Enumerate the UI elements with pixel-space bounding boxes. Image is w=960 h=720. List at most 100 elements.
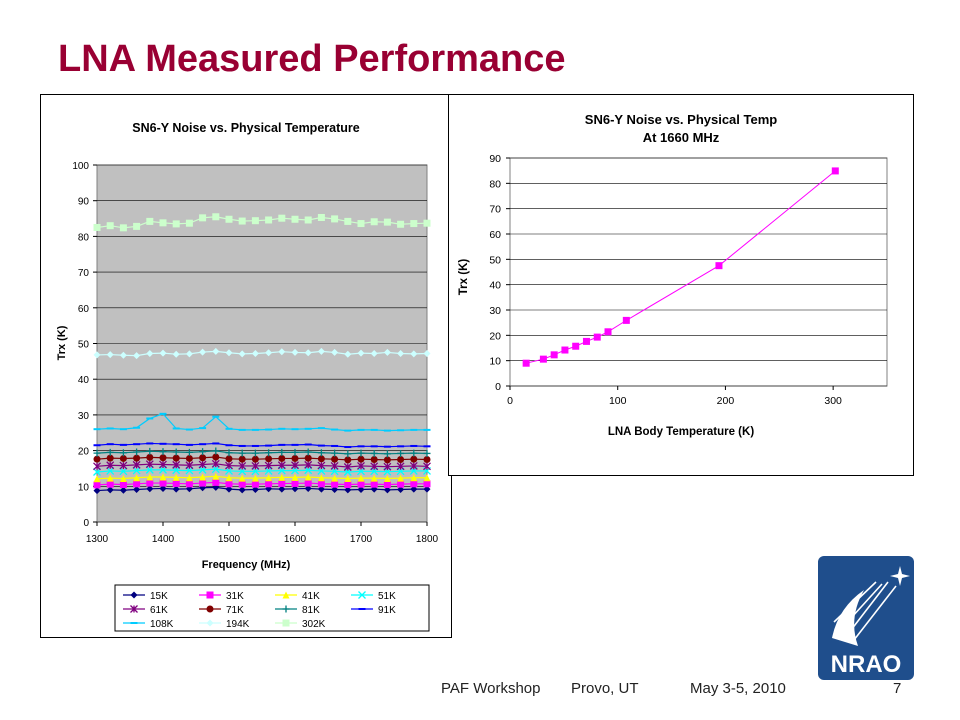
- data-point: [199, 473, 207, 481]
- series-194K: [93, 347, 431, 360]
- data-point: [238, 217, 246, 225]
- series-81K: [93, 447, 431, 458]
- data-point: [172, 220, 180, 228]
- temperature-chart: SN6-Y Noise vs. Physical Temp At 1660 MHz…: [458, 112, 888, 438]
- data-point: [199, 348, 207, 356]
- data-point: [397, 486, 405, 494]
- data-point: [119, 486, 127, 494]
- series-line: [96, 475, 427, 480]
- data-point: [370, 349, 378, 357]
- data-point: [199, 214, 207, 222]
- frequency-chart: SN6-Y Noise vs. Physical Temperature 0 10 2…: [56, 121, 439, 632]
- data-point: [357, 474, 365, 482]
- legend-entry: 31K: [199, 591, 244, 602]
- data-point: [238, 350, 246, 358]
- data-point: [410, 485, 418, 493]
- data-point: [212, 213, 220, 221]
- dish-icon: [832, 581, 897, 646]
- y-tick-label: 70: [489, 204, 501, 216]
- nrao-logo: NRAO: [818, 556, 914, 680]
- data-point: [251, 486, 259, 494]
- legend-marker: [206, 591, 214, 599]
- data-point: [370, 480, 378, 488]
- data-point: [133, 486, 141, 494]
- data-point: [159, 479, 167, 487]
- legend-entry: 15K: [123, 591, 168, 602]
- data-point: [106, 466, 115, 475]
- data-point: [317, 449, 325, 457]
- data-point: [146, 479, 154, 487]
- legend-entry: 194K: [199, 619, 250, 630]
- data-point: [133, 480, 141, 488]
- data-point: [119, 461, 128, 470]
- legend-box: [114, 584, 430, 632]
- data-point: [251, 461, 260, 470]
- data-point: [291, 461, 299, 470]
- data-point: [265, 455, 273, 463]
- data-point: [331, 215, 339, 223]
- data-point: [410, 350, 418, 358]
- data-point: [106, 480, 114, 488]
- data-point: [212, 347, 220, 355]
- data-point: [410, 455, 418, 463]
- data-point: [185, 474, 193, 482]
- data-point: [331, 480, 339, 488]
- data-point: [133, 448, 141, 456]
- legend-entry: 91K: [351, 605, 396, 616]
- data-point: [225, 215, 233, 223]
- data-point: [225, 480, 233, 488]
- legend-label: 81K: [302, 605, 320, 616]
- data-point: [304, 216, 312, 224]
- data-point: [409, 461, 418, 470]
- data-point: [159, 448, 167, 456]
- data-point: [604, 328, 612, 336]
- data-point: [198, 460, 207, 469]
- data-point: [238, 480, 246, 488]
- data-point: [331, 449, 339, 457]
- data-point: [145, 460, 154, 469]
- data-point: [251, 455, 259, 463]
- logo-background: [818, 556, 914, 680]
- data-point: [238, 461, 247, 470]
- data-point: [133, 222, 141, 230]
- data-point: [715, 262, 723, 270]
- data-point: [357, 349, 365, 357]
- data-point: [93, 462, 101, 471]
- data-point: [831, 167, 839, 175]
- data-point: [397, 456, 405, 464]
- data-point: [423, 349, 431, 357]
- data-point: [383, 474, 391, 482]
- data-point: [370, 218, 378, 226]
- x-tick-label: 0: [507, 395, 513, 407]
- data-point: [93, 223, 101, 231]
- x-tick-label: 1300: [86, 534, 109, 545]
- data-point: [212, 447, 220, 455]
- y-tick-label: 90: [78, 197, 90, 208]
- data-point: [344, 486, 352, 494]
- data-point: [146, 473, 154, 481]
- data-point: [357, 449, 365, 457]
- data-point: [344, 217, 352, 225]
- data-point: [423, 219, 431, 227]
- data-point: [317, 455, 325, 463]
- data-point: [133, 454, 141, 462]
- data-point: [146, 217, 154, 225]
- data-point: [199, 479, 207, 487]
- data-point: [278, 348, 286, 356]
- y-tick-label: 100: [72, 161, 89, 172]
- data-point: [251, 480, 259, 488]
- data-point: [317, 347, 325, 355]
- legend-entry: 71K: [199, 605, 244, 616]
- data-point: [423, 449, 431, 457]
- data-point: [397, 349, 405, 357]
- data-point: [225, 461, 233, 470]
- data-point: [106, 486, 114, 494]
- data-point: [383, 218, 391, 226]
- data-point: [423, 456, 431, 464]
- data-point: [119, 481, 127, 489]
- y-tick-label: 10: [78, 482, 90, 493]
- data-point: [225, 474, 233, 482]
- data-point: [331, 348, 339, 356]
- data-point: [344, 350, 352, 358]
- y-tick-label: 50: [489, 254, 501, 266]
